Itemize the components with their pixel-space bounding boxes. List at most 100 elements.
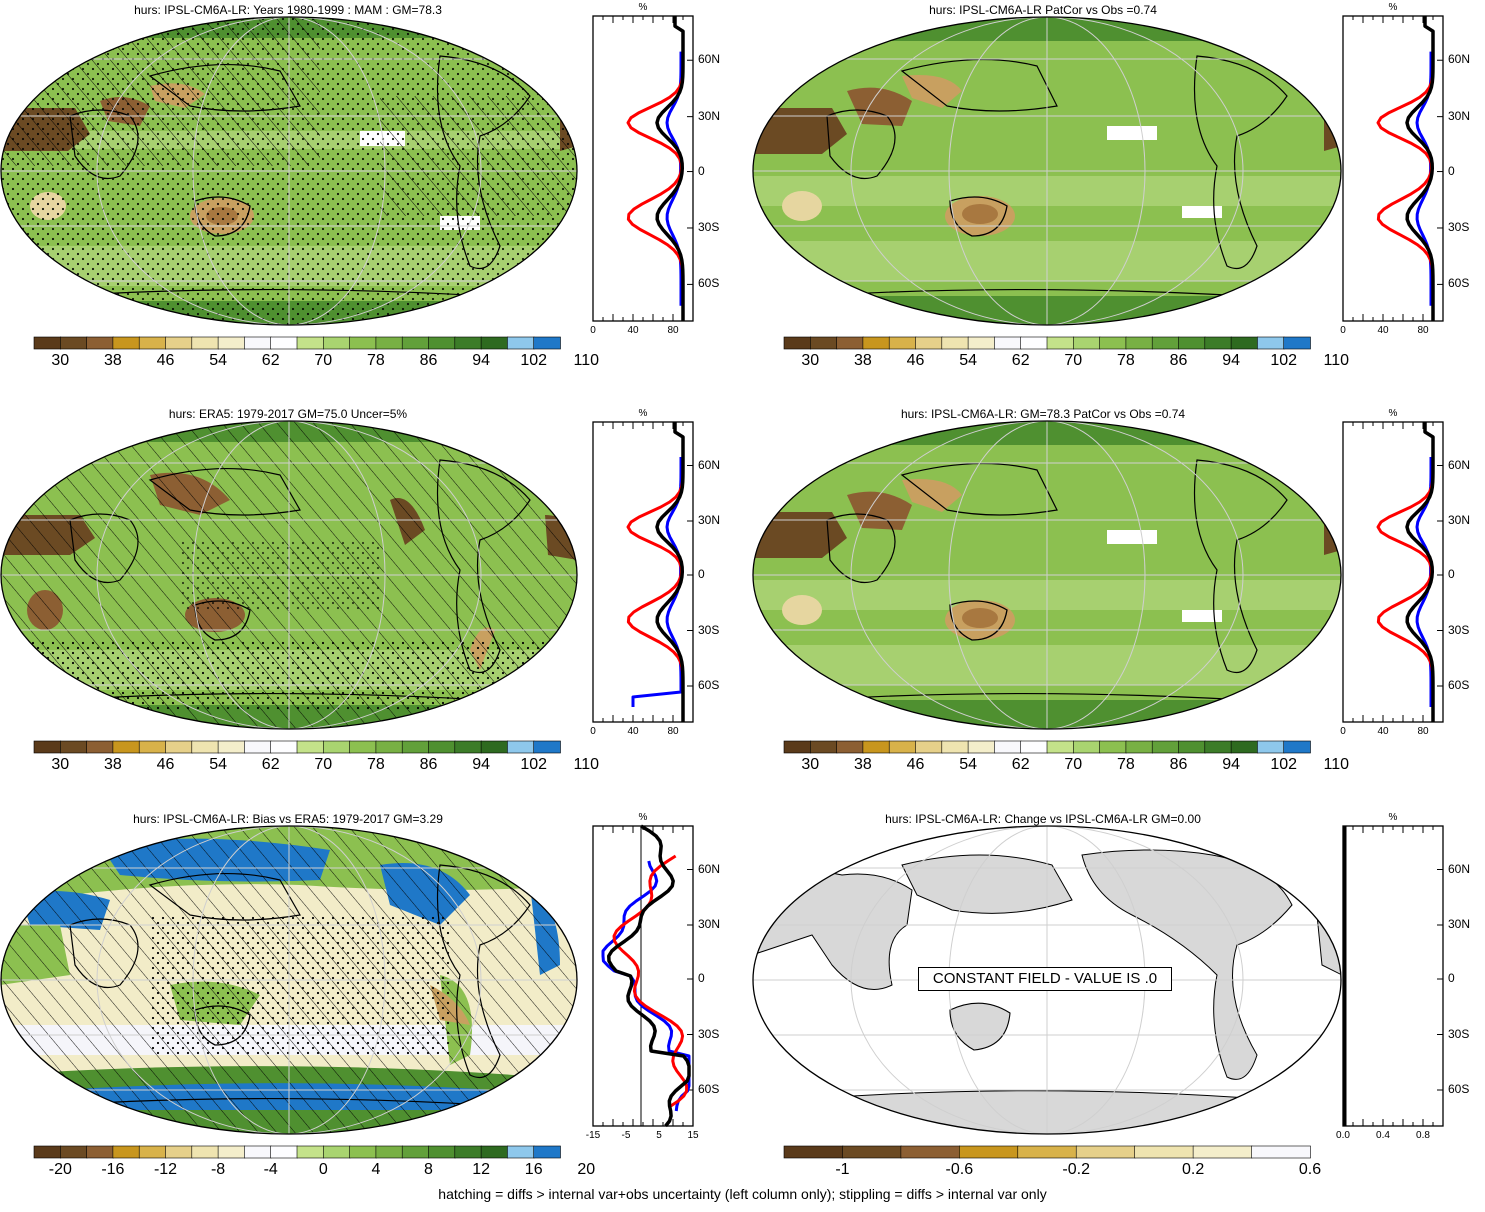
- profile-x-tick-label: 80: [667, 726, 679, 737]
- profile-lat-label: 60S: [1448, 276, 1470, 291]
- colorbar-tick-label: 46: [156, 756, 175, 773]
- colorbar-tick-label: 62: [1011, 352, 1030, 369]
- profile-x-tick-label: 80: [667, 325, 679, 336]
- colorbar-swatch: [1257, 336, 1285, 350]
- colorbar-tick-label: 102: [1270, 352, 1298, 369]
- colorbar-swatch: [1178, 336, 1206, 350]
- profile-series-line: [1405, 16, 1435, 321]
- profile-lat-label: 30S: [698, 1026, 720, 1041]
- colorbar-swatch: [1251, 1145, 1311, 1159]
- colorbar-swatch: [296, 336, 325, 350]
- colorbar-swatch: [349, 336, 377, 350]
- colorbar-tick-label: 70: [314, 756, 333, 773]
- profile-lat-label: 0: [1448, 971, 1455, 985]
- colorbar-swatch: [900, 1145, 961, 1159]
- colorbar-swatch: [836, 740, 864, 754]
- colorbar-tick-label: 54: [209, 756, 227, 773]
- colorbar-tick-label: 94: [1222, 352, 1240, 369]
- colorbar-tick-label: 38: [103, 352, 122, 369]
- colorbar-tick-label: 94: [472, 756, 490, 773]
- colorbar-tick-label: -0.2: [1062, 1161, 1091, 1178]
- colorbar-swatch: [533, 1145, 561, 1159]
- profile-x-tick-label: 40: [627, 726, 639, 737]
- colorbar-tick-label: 38: [853, 756, 872, 773]
- profile-x-tick-label: 0: [590, 325, 596, 336]
- colorbar-swatch: [401, 336, 430, 350]
- zonal-profile-5: [592, 824, 694, 1128]
- profile-series-line: [655, 16, 685, 321]
- profile-lat-label: 30N: [1448, 513, 1471, 527]
- colorbar-swatch: [842, 1145, 902, 1159]
- colorbar-swatch: [967, 740, 996, 754]
- profile-lat-label: 30S: [1448, 219, 1470, 234]
- profile-x-tick-label: 0.0: [1336, 1130, 1350, 1141]
- colorbar-swatch: [112, 336, 141, 350]
- profile-lat-label: 30S: [698, 622, 720, 637]
- colorbar-tick-label: 54: [959, 352, 977, 369]
- colorbar-tick-label: 8: [424, 1161, 433, 1178]
- zonal-profile-1: [592, 15, 694, 322]
- panel-title-3: hurs: ERA5: 1979-2017 GM=75.0 Uncer=5%: [168, 407, 408, 421]
- colorbar-tick-label: 30: [801, 756, 820, 773]
- colorbar-swatch: [1204, 336, 1232, 350]
- colorbar-tick-label: 86: [1169, 352, 1188, 369]
- panel-title-5: hurs: IPSL-CM6A-LR: Bias vs ERA5: 1979-2…: [133, 812, 443, 826]
- colorbar-bias: [33, 1145, 561, 1159]
- colorbar-swatch: [1178, 740, 1206, 754]
- colorbar-swatch: [783, 1145, 844, 1159]
- profile-x-tick-label: -15: [585, 1130, 601, 1141]
- colorbar-tick-label: -4: [263, 1161, 278, 1178]
- zonal-profile-2: [1342, 15, 1444, 322]
- colorbar-swatch: [1072, 336, 1101, 350]
- profile-frame: [1342, 421, 1444, 723]
- colorbar-swatch: [809, 336, 838, 350]
- colorbar-swatch: [941, 740, 969, 754]
- colorbar-tick-label: 110: [1323, 352, 1350, 369]
- profile-lat-label: 0: [1448, 163, 1455, 178]
- colorbar-swatch: [1151, 740, 1180, 754]
- colorbar-humidity-4: [783, 740, 1311, 754]
- colorbar-swatch: [454, 740, 482, 754]
- colorbar-swatch: [244, 740, 272, 754]
- colorbar-tick-label: -0.6: [945, 1161, 974, 1178]
- colorbar-tick-label: 38: [853, 352, 872, 369]
- colorbar-swatch: [994, 740, 1022, 754]
- colorbar-tick-label: -1: [835, 1161, 850, 1178]
- colorbar-tick-label: 78: [1116, 756, 1135, 773]
- profile-series-line: [655, 422, 685, 722]
- colorbar-tick-label: 86: [419, 756, 438, 773]
- colorbar-tick-label: 70: [1064, 352, 1083, 369]
- colorbar-swatch: [296, 740, 325, 754]
- profile-frame: [1342, 825, 1444, 1127]
- profile-x-tick-label: 80: [1417, 726, 1429, 737]
- profile-x-tick-label: 15: [687, 1130, 699, 1141]
- profile-unit: %: [638, 2, 648, 13]
- profile-lat-label: 0: [698, 971, 705, 985]
- colorbar-swatch: [1204, 740, 1232, 754]
- colorbar-swatch: [1125, 336, 1153, 350]
- colorbar-tick-label: 94: [472, 352, 490, 369]
- colorbar-tick-label: 38: [103, 756, 122, 773]
- profile-unit: %: [1388, 408, 1398, 419]
- colorbar-swatch: [112, 1145, 141, 1159]
- colorbar-swatch: [270, 740, 298, 754]
- colorbar-tick-label: 20: [577, 1161, 596, 1178]
- colorbar-swatch: [888, 336, 917, 350]
- colorbar-swatch: [1230, 740, 1259, 754]
- profile-lat-label: 60S: [698, 276, 720, 291]
- colorbar-swatch: [862, 336, 891, 350]
- profile-x-tick-label: 0.8: [1416, 1130, 1430, 1141]
- profile-lat-label: 30S: [1448, 1026, 1470, 1041]
- colorbar-tick-label: 78: [366, 756, 385, 773]
- colorbar-swatch: [33, 740, 62, 754]
- colorbar-tick-label: 78: [1116, 352, 1135, 369]
- map-era5-climatology: [0, 420, 578, 730]
- colorbar-tick-label: 0: [318, 1161, 328, 1178]
- map-model-climatology: [0, 16, 578, 326]
- colorbar-swatch: [86, 1145, 114, 1159]
- colorbar-humidity-3: [33, 740, 561, 754]
- colorbar-tick-label: 46: [906, 756, 925, 773]
- colorbar-tick-label: 110: [573, 352, 600, 369]
- profile-unit: %: [1388, 812, 1398, 823]
- colorbar-swatch: [888, 740, 917, 754]
